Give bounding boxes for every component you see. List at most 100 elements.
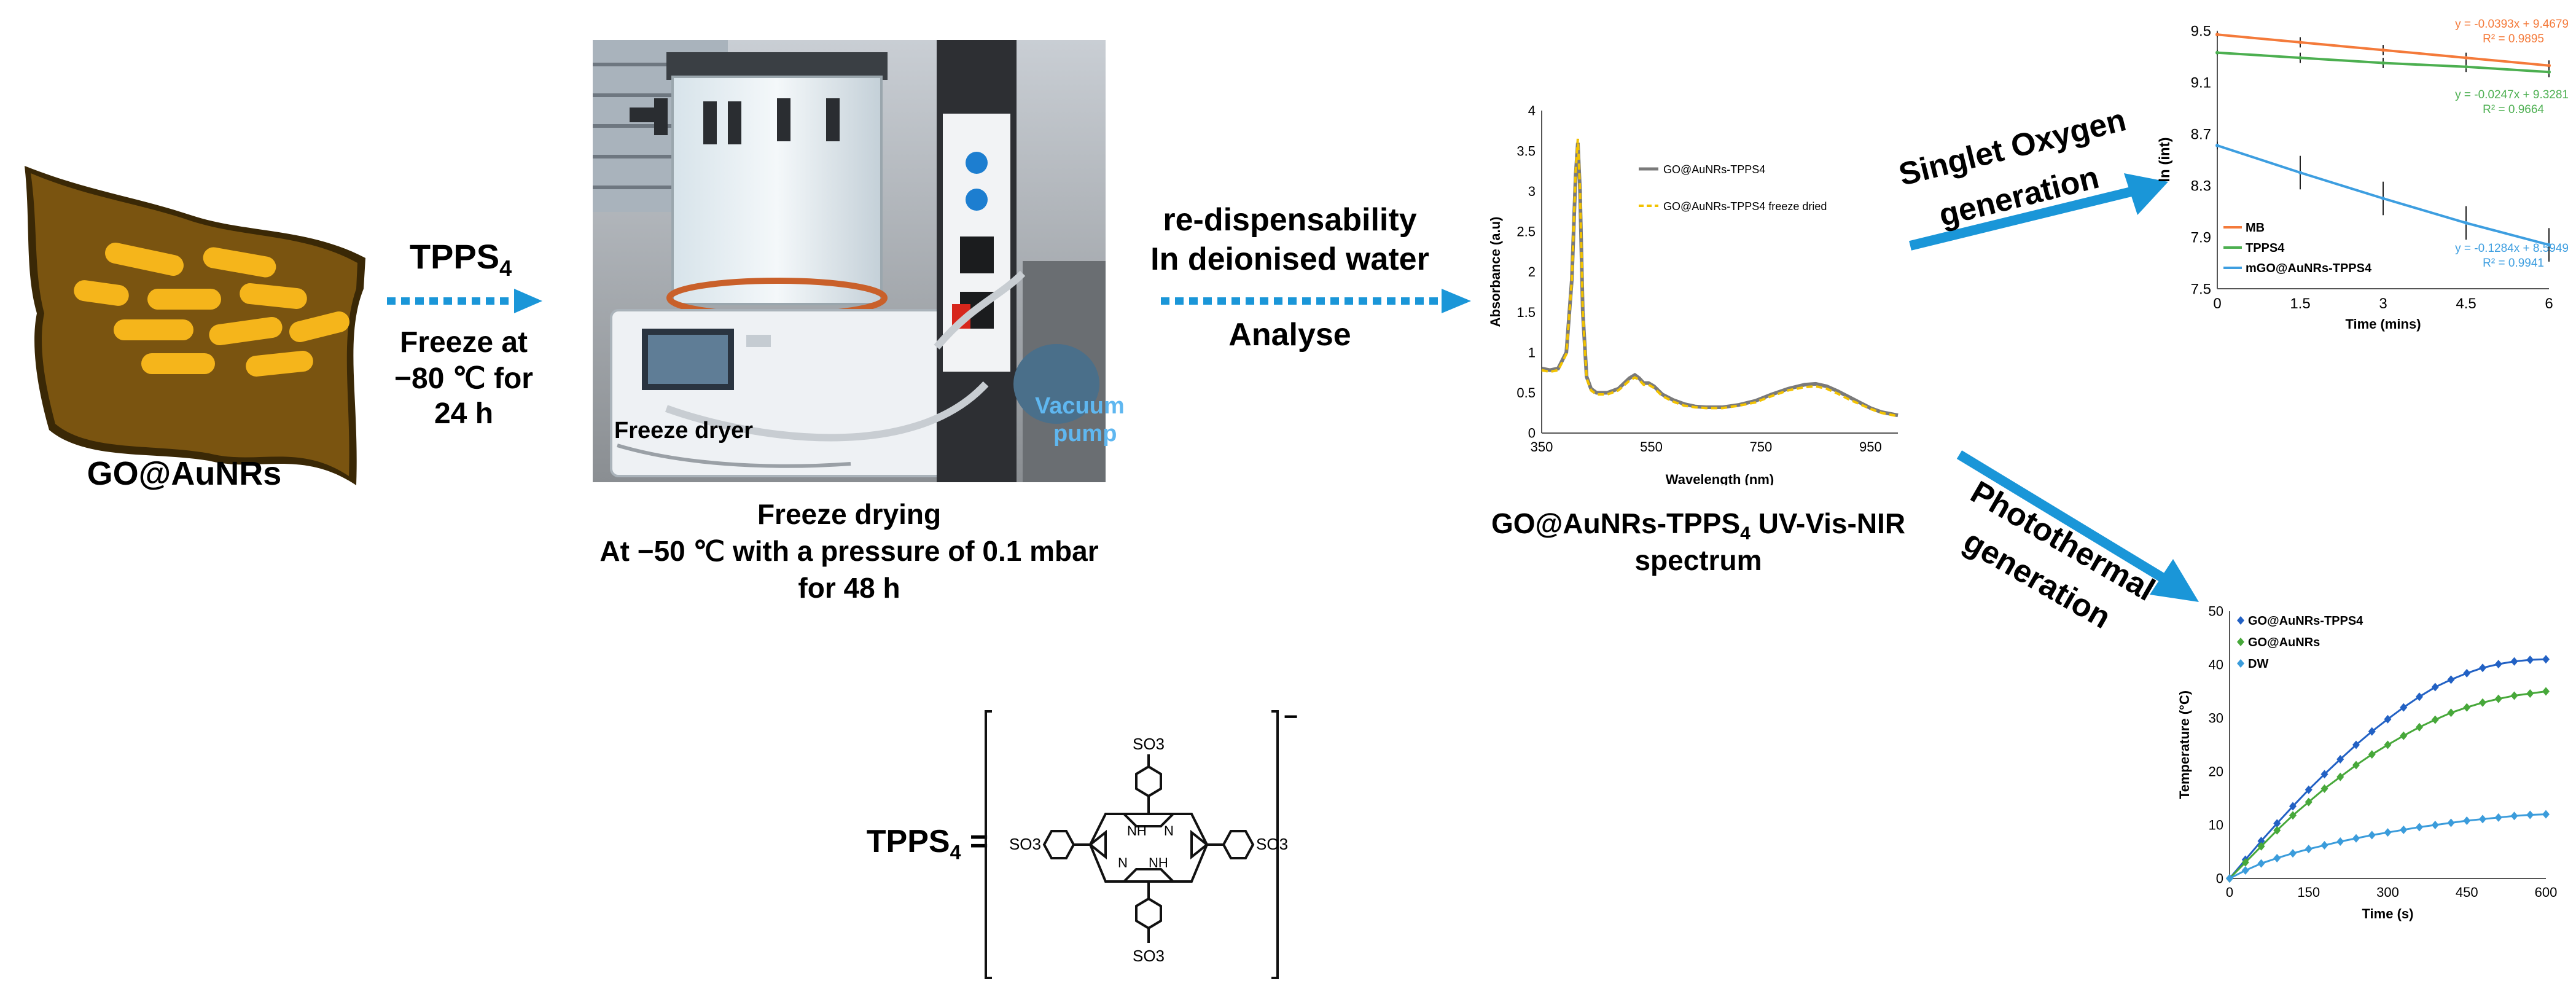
x-tick-label: 950: [1859, 439, 1882, 455]
x-tick-label: 1.5: [2290, 295, 2310, 312]
diamond-marker: [2226, 874, 2233, 883]
y-tick-label: 50: [2209, 604, 2223, 619]
freeze-condition-line2: −80 ℃ for: [394, 362, 533, 395]
diamond-marker: [2542, 655, 2550, 664]
y-tick-label: 4: [1528, 103, 1536, 119]
diamond-marker: [2542, 810, 2550, 819]
diamond-marker: [2431, 715, 2439, 724]
y-tick-label: 9.5: [2191, 23, 2211, 39]
photothermal-chart: 0 10 20 30 40 50 0 150 300 450 600 GO@AuNRs-TPPS4 GO…: [2177, 604, 2558, 921]
spectrum-caption-line2: spectrum: [1634, 544, 1762, 576]
legend-label: MB: [2246, 221, 2265, 235]
diamond-marker: [2320, 784, 2328, 793]
diamond-marker: [2352, 834, 2360, 843]
diamond-marker: [2305, 797, 2313, 807]
diamond-marker: [2257, 837, 2265, 846]
diamond-marker: [2273, 819, 2281, 828]
diamond-marker: [2479, 815, 2486, 824]
legend-label: GO@AuNRs-TPPS4 freeze dried: [1663, 200, 1827, 213]
diamond-marker: [2416, 722, 2423, 732]
nh-bottom: NH: [1149, 855, 1168, 870]
diamond-marker: [2510, 811, 2518, 821]
diamond-marker: [2289, 811, 2297, 820]
singlet-oxygen-chart: 7.5 7.9 8.3 8.7 9.1 9.5 0 1.5 3 4.5 6 y = -0.0393x …: [2156, 18, 2569, 332]
x-tick-label: 600: [2535, 885, 2558, 900]
diamond-marker: [2273, 826, 2281, 835]
y-tick-label: 9.1: [2191, 74, 2211, 91]
trendline-equation: y = -0.1284x + 8.5949: [2455, 242, 2569, 255]
diamond-marker: [2241, 858, 2249, 867]
x-tick-label: 750: [1750, 439, 1773, 455]
x-tick-label: 3: [2379, 295, 2387, 312]
y-tick-label: 3: [1528, 184, 1536, 199]
diamond-marker: [2384, 828, 2392, 837]
step2-arrow: [1161, 289, 1471, 313]
legend-swatch: [2237, 638, 2244, 646]
freeze-drying-line1: Freeze drying: [757, 498, 942, 530]
analyse-label: Analyse: [1228, 317, 1351, 353]
legend-label: GO@AuNRs-TPPS4: [2248, 614, 2363, 628]
x-tick-label: 350: [1531, 439, 1553, 455]
so3-top: SO3: [1133, 735, 1165, 753]
diamond-marker: [2305, 785, 2313, 794]
trendline-equation: y = -0.0247x + 9.3281: [2455, 88, 2569, 101]
so3-right: SO3: [1256, 835, 1288, 853]
diamond-marker: [2368, 727, 2376, 736]
data-point: [2547, 70, 2551, 74]
trendline-r2: R² = 0.9941: [2483, 257, 2544, 270]
data-point: [2381, 197, 2385, 200]
vacuum-pump-label-line2: pump: [1053, 421, 1117, 447]
data-point: [2547, 63, 2551, 68]
diamond-marker: [2526, 810, 2534, 819]
pt-series-line: [2228, 658, 2547, 879]
x-tick-label: 6: [2545, 295, 2553, 312]
diamond-marker: [2336, 772, 2344, 781]
legend-label: TPPS4: [2246, 241, 2285, 255]
diamond-marker: [2257, 859, 2265, 868]
x-tick-label: 550: [1640, 439, 1663, 455]
diamond-marker: [2510, 657, 2518, 666]
tpps4-reagent-label: TPPS4: [409, 237, 512, 281]
diamond-marker: [2273, 853, 2281, 862]
diamond-marker: [2463, 816, 2471, 826]
freeze-dryer-label: Freeze dryer: [614, 418, 754, 444]
diamond-marker: [2400, 825, 2408, 834]
diamond-marker: [2384, 714, 2392, 724]
data-point: [2298, 40, 2302, 44]
legend-swatch: [2237, 616, 2244, 625]
y-tick-label: 0: [2216, 871, 2223, 886]
y-axis-title: Temperature (°C): [2177, 690, 2192, 799]
y-tick-label: 1: [1528, 345, 1536, 360]
y-axis-title: Absorbance (a.u): [1488, 217, 1503, 327]
y-tick-label: 10: [2209, 818, 2223, 833]
y-tick-label: 0.5: [1516, 385, 1536, 401]
freeze-condition-line1: Freeze at: [399, 326, 528, 359]
step1-arrow: [387, 289, 542, 313]
x-axis-title: Wavelength (nm): [1666, 472, 1774, 485]
data-point: [2298, 56, 2302, 60]
x-tick-label: 450: [2456, 885, 2478, 900]
vacuum-pump-label-line1: Vacuum: [1035, 393, 1125, 419]
data-point: [2215, 33, 2219, 37]
freeze-drying-line3: for 48 h: [798, 572, 900, 604]
y-tick-label: 40: [2209, 657, 2223, 673]
x-axis-title: Time (mins): [2345, 316, 2421, 332]
spectrum-caption-line1: GO@AuNRs-TPPS4 UV-Vis-NIR: [1491, 507, 1906, 544]
y-tick-label: 8.7: [2191, 126, 2211, 143]
x-tick-label: 0: [2226, 885, 2233, 900]
y-tick-label: 0: [1528, 426, 1536, 441]
legend-label: DW: [2248, 657, 2268, 671]
x-axis-title: Time (s): [2362, 906, 2414, 921]
diamond-marker: [2479, 698, 2486, 707]
y-tick-label: 2: [1528, 264, 1536, 280]
y-tick-label: 1.5: [1516, 305, 1536, 320]
diamond-marker: [2447, 818, 2455, 827]
uv-series-line: [1541, 138, 1899, 418]
data-point: [2464, 64, 2468, 69]
data-point: [2298, 171, 2302, 174]
diamond-marker: [2368, 750, 2376, 759]
trendline-r2: R² = 0.9664: [2483, 103, 2544, 116]
go-aunrs-sheet: [25, 166, 365, 485]
diamond-marker: [2526, 655, 2534, 665]
n-top: N: [1164, 823, 1174, 838]
